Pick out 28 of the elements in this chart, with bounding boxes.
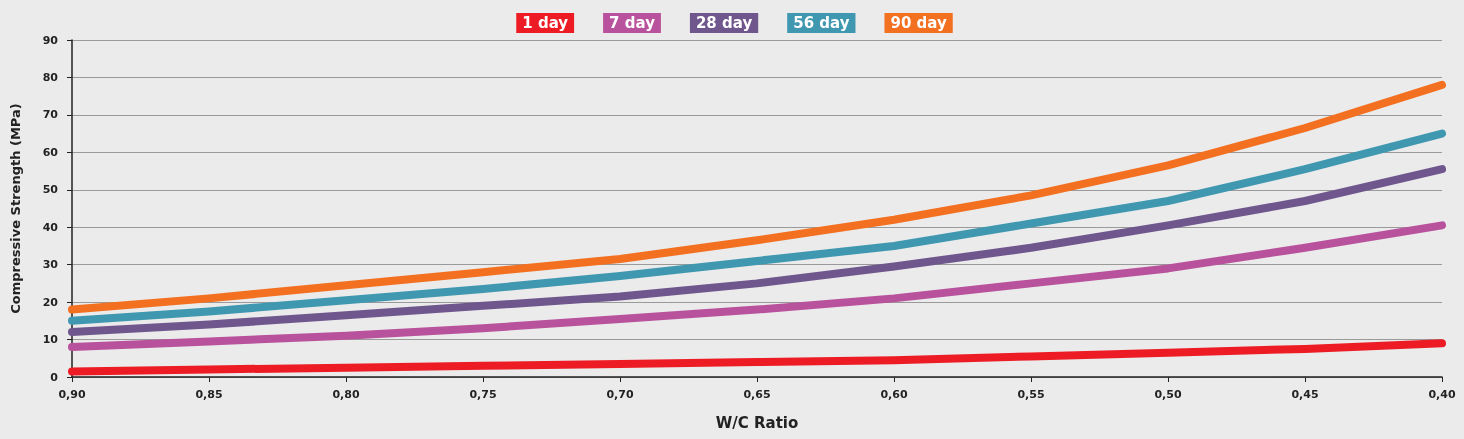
x-tick-label: 0,85 xyxy=(195,388,223,401)
x-tick-label: 0,70 xyxy=(606,388,634,401)
y-tick-label: 40 xyxy=(42,220,59,234)
y-tick-label: 30 xyxy=(42,258,59,272)
text: 56 day xyxy=(793,14,850,32)
x-tick-label: 0,45 xyxy=(1291,388,1319,401)
y-tick-label: 60 xyxy=(42,145,59,159)
x-tick-label: 0,50 xyxy=(1154,388,1182,401)
y-tick-label: 20 xyxy=(42,295,59,309)
y-tick-label: 90 xyxy=(42,33,59,47)
text: 1 day xyxy=(522,14,569,32)
x-tick-label: 0,60 xyxy=(880,388,908,401)
x-tick-label: 0,80 xyxy=(332,388,360,401)
y-tick-label: 10 xyxy=(42,333,59,347)
text: 90 day xyxy=(890,14,947,32)
y-tick-label: 70 xyxy=(42,108,59,122)
text: 7 day xyxy=(609,14,656,32)
y-axis-title: Compressive Strength (MPa) xyxy=(8,103,23,314)
y-tick-label: 50 xyxy=(42,183,59,197)
x-tick-label: 0,75 xyxy=(469,388,497,401)
x-tick-label: 0,55 xyxy=(1017,388,1045,401)
y-tick-label: 0 xyxy=(50,370,59,384)
y-tick-label: 80 xyxy=(42,70,59,84)
x-tick-label: 0,65 xyxy=(743,388,771,401)
x-tick-label: 0,90 xyxy=(58,388,86,401)
x-axis-title: W/C Ratio xyxy=(715,413,799,432)
text: 28 day xyxy=(695,14,753,32)
x-tick-label: 0,40 xyxy=(1428,388,1456,401)
